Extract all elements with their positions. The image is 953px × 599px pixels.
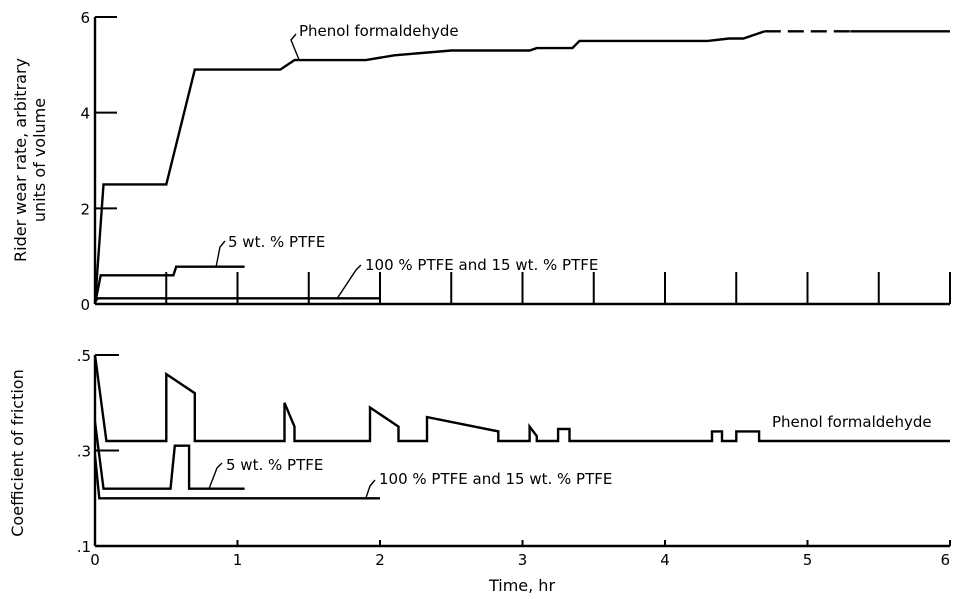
wear-annotation-leader [336,264,362,299]
friction-annotation-5-wt-ptfe: 5 wt. % PTFE [226,456,323,474]
wear-y-tick-label: 0 [80,296,90,314]
wear-annotation-leader [290,33,300,60]
friction-x-tick-label: 5 [803,551,813,569]
wear-annotation-5-wt-ptfe: 5 wt. % PTFE [228,233,325,251]
friction-series-100-ptfe-and-15-wt-ptfe [93,455,380,500]
friction-x-tick-label: 4 [660,551,670,569]
friction-series-phenol-formaldehyde [93,354,950,443]
wear-y-axis-title-text: Rider wear rate, arbitraryunits of volum… [11,58,49,262]
wear-y-tick-label: 6 [80,9,90,27]
friction-y-tick-label: .3 [77,443,91,461]
friction-x-tick-label: 3 [518,551,528,569]
wear-series-5-wt-ptfe [93,265,245,305]
friction-x-tick-label: 1 [233,551,243,569]
friction-y-tick-label: .1 [77,538,91,556]
friction-annotation-leader [365,479,376,499]
friction-panel: Coefficient of friction Time, hr .1 .3 .5 0… [8,347,951,595]
friction-x-tick-label: 6 [940,551,950,569]
friction-annotation-100-ptfe-and-15-wt-ptfe: 100 % PTFE and 15 wt. % PTFE [379,470,612,488]
friction-y-axis-title: Coefficient of friction [8,369,27,536]
wear-y-axis-title-line: Rider wear rate, arbitrary [11,58,30,262]
friction-y-tick-label: .5 [77,347,91,365]
time-x-axis-title: Time, hr [488,576,555,595]
friction-series-5-wt-ptfe [93,421,245,490]
wear-series-100-ptfe-and-15-wt-ptfe [94,297,380,303]
friction-x-tick-label: 2 [375,551,385,569]
wear-y-tick-label: 4 [80,105,90,123]
wear-annotation-100-ptfe-and-15-wt-ptfe: 100 % PTFE and 15 wt. % PTFE [365,256,598,274]
wear-annotation-phenol-formaldehyde: Phenol formaldehyde [299,22,459,40]
wear-y-tick-label: 2 [80,200,90,218]
friction-x-tick-label: 0 [90,551,100,569]
wear-y-axis-title: Rider wear rate, arbitraryunits of volum… [11,58,49,262]
wear-series-phenol-formaldehyde [93,30,766,305]
friction-annotation-leader [208,462,223,489]
wear-rate-panel: Rider wear rate, arbitraryunits of volum… [11,9,951,314]
wear-y-axis-title-line: units of volume [30,98,49,222]
wear-annotation-leader [215,240,226,267]
friction-annotation-phenol-formaldehyde: Phenol formaldehyde [772,413,932,431]
